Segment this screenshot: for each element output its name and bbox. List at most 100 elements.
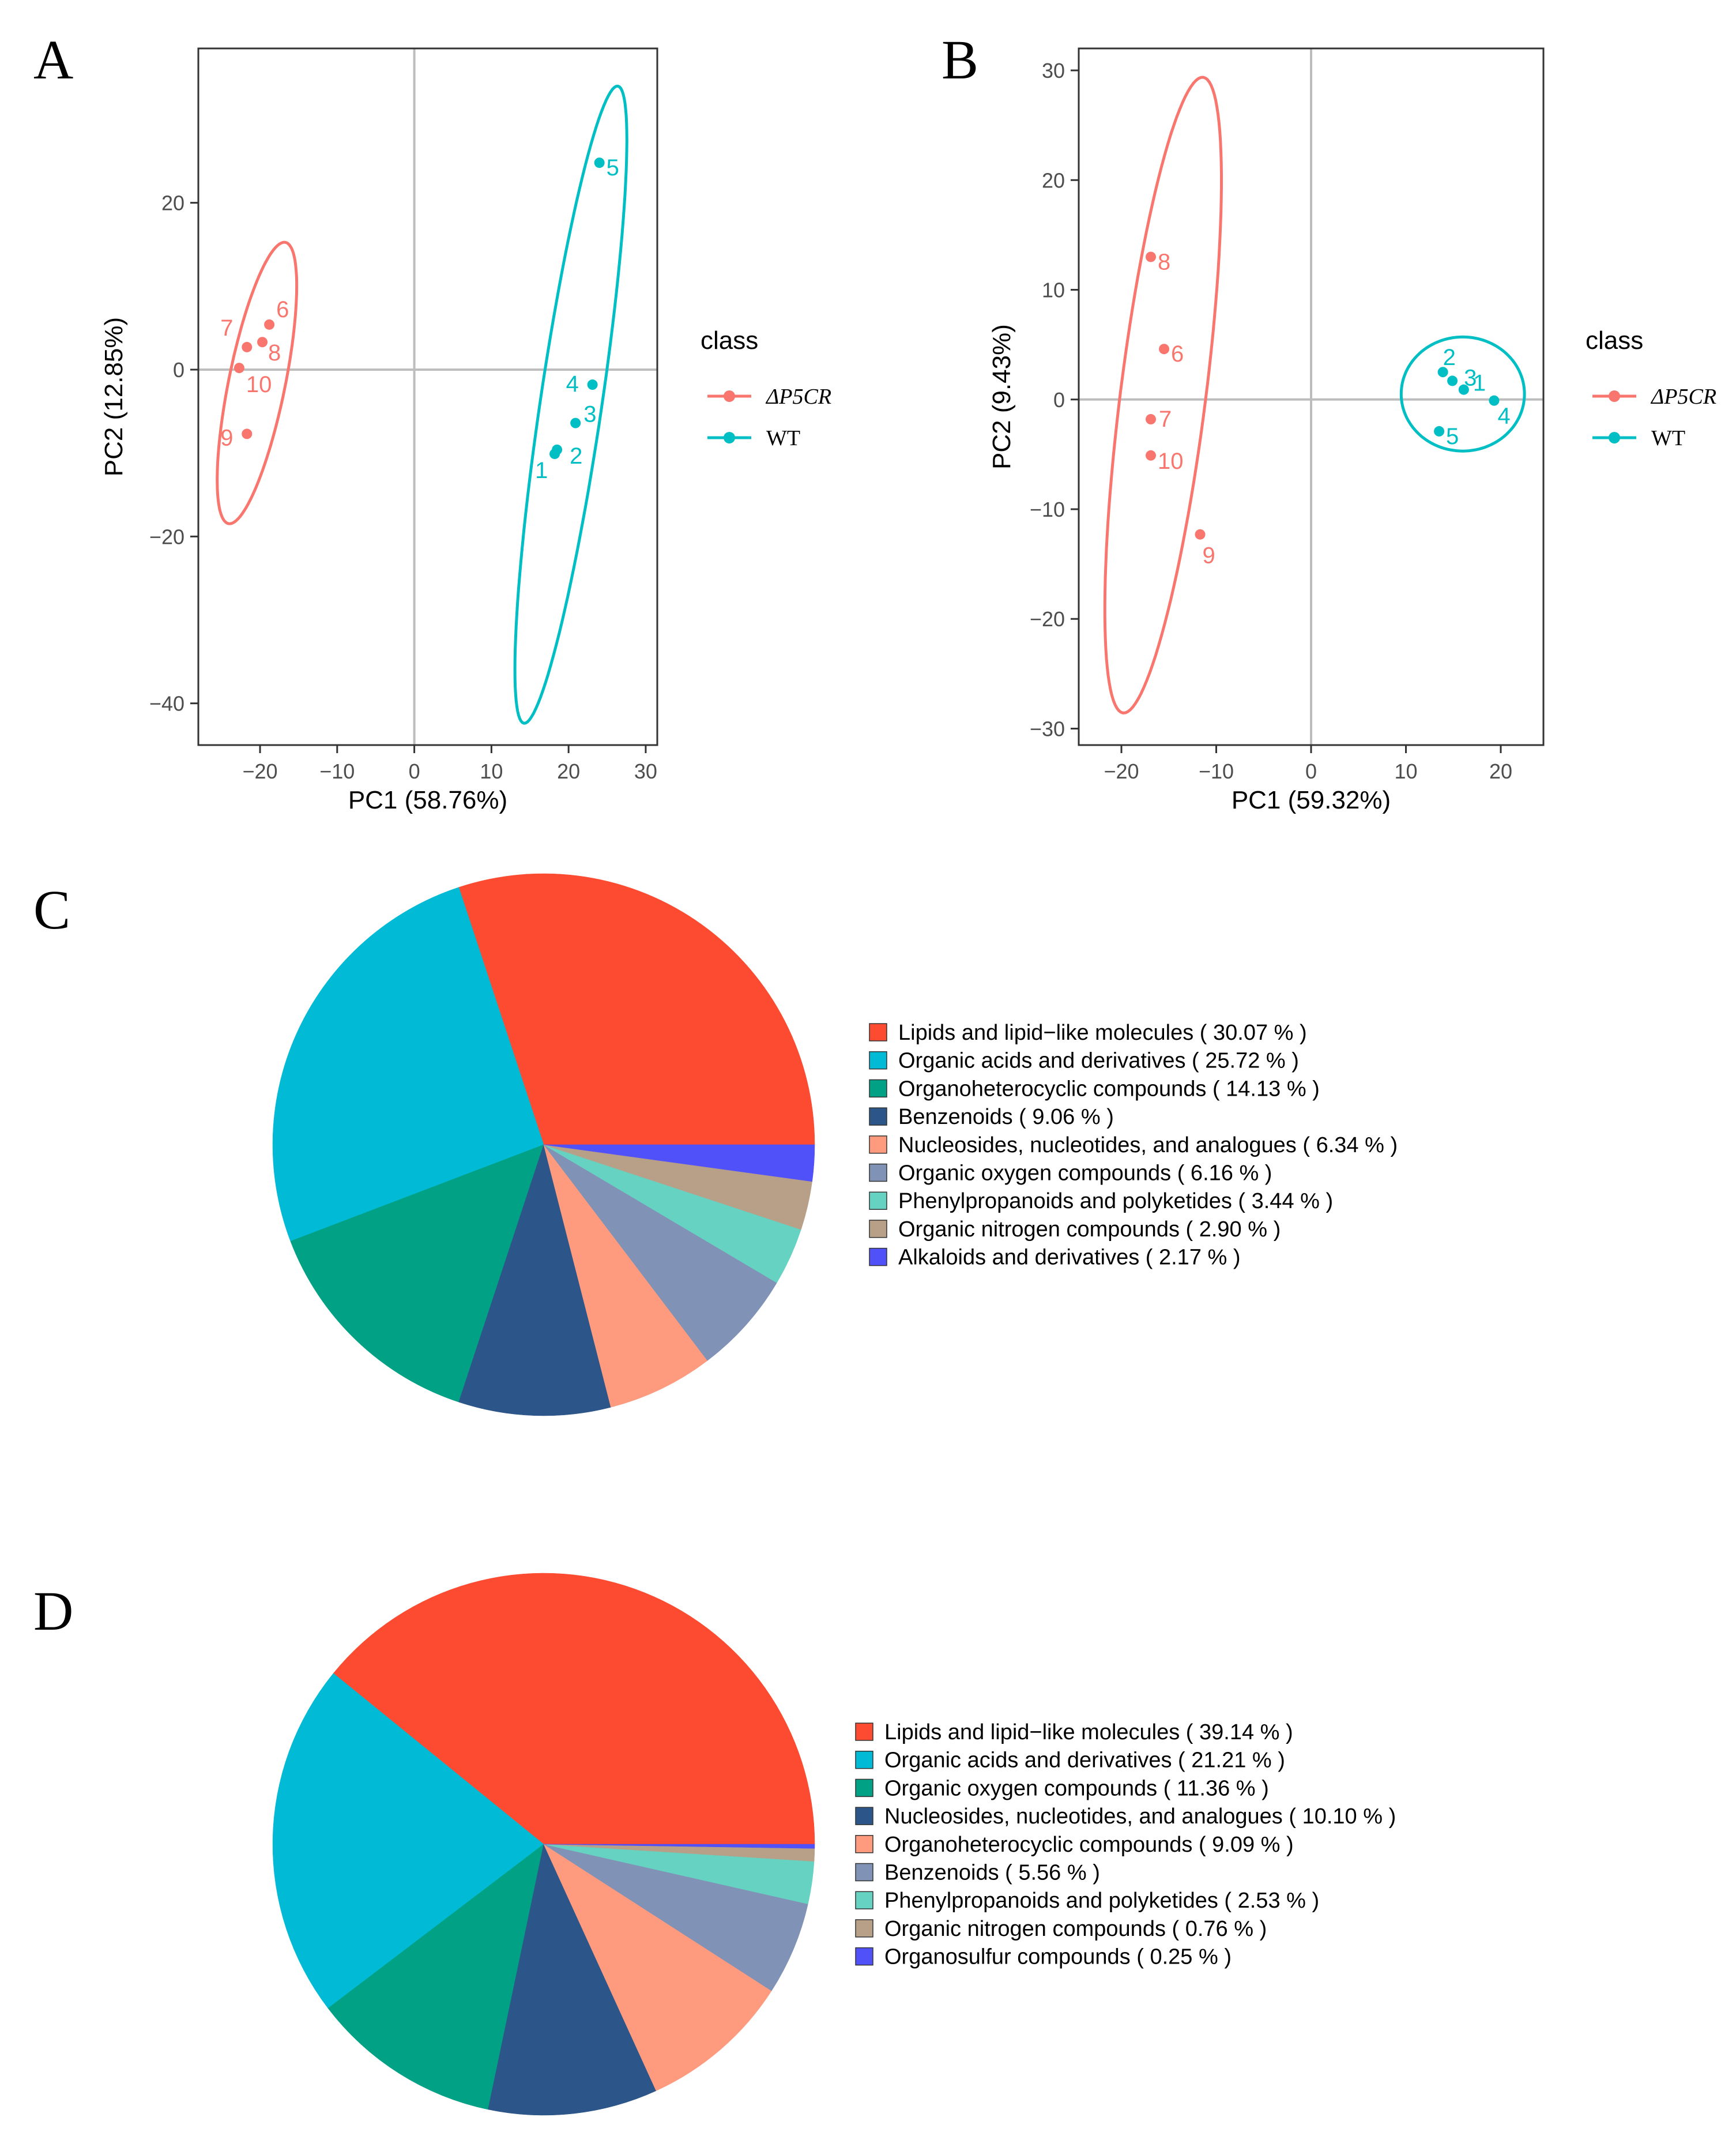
x-axis-title: PC1 (58.76%): [348, 786, 507, 814]
x-tick-label: 30: [634, 759, 657, 783]
point-dp5cr-8: [257, 337, 268, 348]
legend-swatch: [869, 1247, 887, 1266]
x-tick-label: −20: [1104, 759, 1139, 783]
pie-slice-4: [458, 1144, 611, 1416]
point-dp5cr-10: [234, 363, 244, 374]
point-label-2: 2: [570, 443, 582, 469]
legend-label-4: Nucleosides, nucleotides, and analogues …: [884, 1804, 1396, 1829]
point-label-4: 4: [1497, 404, 1510, 429]
point-wt-4: [1489, 395, 1500, 406]
pie-slice-5: [543, 1144, 708, 1408]
point-label-7: 7: [220, 315, 233, 341]
point-label-3: 3: [583, 402, 596, 427]
point-label-6: 6: [1171, 341, 1184, 367]
legend-label-1: Lipids and lipid−like molecules ( 39.14 …: [884, 1720, 1293, 1744]
panel-letter-c: C: [33, 879, 70, 941]
ellipse-dp5cr: [216, 240, 299, 525]
y-tick-label: −20: [1030, 607, 1065, 631]
legend-swatch: [869, 1023, 887, 1041]
legend-swatch: [869, 1163, 887, 1182]
plot-frame: [197, 47, 658, 746]
legend-label-5: Organoheterocyclic compounds ( 9.09 % ): [884, 1833, 1294, 1857]
legend-label-8: Organic nitrogen compounds ( 0.76 % ): [884, 1917, 1267, 1941]
legend-swatch: [855, 1778, 873, 1797]
legend-key-dot: [724, 432, 735, 443]
legend-swatch: [855, 1723, 873, 1741]
x-tick-label: 10: [480, 759, 503, 783]
legend-entry-wt: WT: [766, 426, 800, 450]
y-tick-label: 20: [161, 191, 184, 215]
point-wt-5: [594, 157, 605, 168]
point-label-10: 10: [246, 372, 272, 397]
legend-label-6: Benzenoids ( 5.56 % ): [884, 1861, 1100, 1885]
x-tick-label: 20: [1489, 759, 1512, 783]
pie-legend: Lipids and lipid−like molecules ( 30.07 …: [869, 1021, 1398, 1270]
pie-legend: Lipids and lipid−like molecules ( 39.14 …: [855, 1720, 1396, 1969]
point-dp5cr-6: [264, 319, 275, 330]
point-dp5cr-9: [242, 428, 253, 439]
y-tick-label: 20: [1042, 168, 1065, 192]
legend-entry-dp5cr: ΔP5CR: [765, 385, 831, 409]
legend-key-dot: [1609, 390, 1620, 402]
legend-swatch: [869, 1051, 887, 1070]
point-dp5cr-6: [1159, 344, 1170, 355]
ellipse-dp5cr: [1103, 76, 1223, 714]
point-dp5cr-9: [1195, 529, 1206, 540]
point-label-3: 3: [1464, 365, 1477, 390]
point-wt-1: [1458, 384, 1469, 395]
pie-slice-9: [543, 1844, 815, 1849]
y-tick-label: 0: [1053, 388, 1065, 412]
legend-label-5: Nucleosides, nucleotides, and analogues …: [898, 1133, 1398, 1157]
point-label-5: 5: [607, 155, 619, 180]
point-label-9: 9: [1203, 543, 1215, 569]
point-wt-4: [587, 379, 598, 390]
pie-slice-1: [333, 1573, 815, 1845]
legend-label-4: Benzenoids ( 9.06 % ): [898, 1105, 1114, 1129]
legend-title: class: [1586, 326, 1643, 355]
point-dp5cr-7: [1146, 413, 1157, 424]
x-axis-title: PC1 (59.32%): [1232, 786, 1391, 814]
legend-label-9: Alkaloids and derivatives ( 2.17 % ): [898, 1246, 1241, 1270]
y-tick-label: −20: [149, 525, 184, 548]
point-label-8: 8: [268, 340, 281, 366]
pie-slice-2: [272, 887, 544, 1242]
point-dp5cr-7: [242, 341, 253, 352]
legend-swatch: [855, 1863, 873, 1882]
point-wt-5: [1434, 426, 1445, 437]
legend-key-dot: [1609, 432, 1620, 443]
legend-swatch: [855, 1891, 873, 1909]
legend-title: class: [701, 326, 758, 355]
legend-swatch: [855, 1807, 873, 1825]
pie-slice-2: [272, 1673, 544, 2009]
panel-letter-d: D: [33, 1580, 73, 1642]
y-tick-label: 10: [1042, 279, 1065, 302]
legend: class ΔP5CR WT: [701, 326, 831, 450]
point-label-7: 7: [1159, 407, 1172, 432]
legend-swatch: [869, 1079, 887, 1098]
panel-letter-a: A: [33, 29, 73, 91]
y-axis-title: PC2 (9.43%): [988, 324, 1016, 469]
y-tick-label: 0: [173, 358, 184, 382]
pie-panel-d: D Lipids and lipid−like molecules ( 39.14…: [33, 1573, 1396, 2116]
pie-slice-9: [543, 1144, 815, 1182]
legend-label-1: Lipids and lipid−like molecules ( 30.07 …: [898, 1021, 1307, 1045]
y-tick-label: −40: [149, 692, 184, 716]
legend-label-2: Organic acids and derivatives ( 21.21 % …: [884, 1748, 1285, 1773]
point-label-1: 1: [535, 458, 548, 483]
legend-label-9: Organosulfur compounds ( 0.25 % ): [884, 1945, 1232, 1969]
legend-label-3: Organoheterocyclic compounds ( 14.13 % ): [898, 1077, 1320, 1101]
y-axis-title: PC2 (12.85%): [100, 317, 128, 476]
pie-slice-4: [488, 1844, 657, 2116]
pie-slice-5: [543, 1844, 772, 2091]
legend-swatch: [855, 1919, 873, 1938]
point-wt-2: [1437, 367, 1448, 378]
panel-letter-b: B: [942, 29, 978, 91]
y-tick-label: 30: [1042, 59, 1065, 82]
legend-swatch: [855, 1835, 873, 1853]
legend: class ΔP5CR WT: [1586, 326, 1716, 450]
legend-entry-dp5cr: ΔP5CR: [1650, 385, 1716, 409]
point-label-4: 4: [566, 371, 579, 397]
pie-slice-3: [290, 1144, 544, 1402]
point-wt-3: [1447, 375, 1458, 386]
